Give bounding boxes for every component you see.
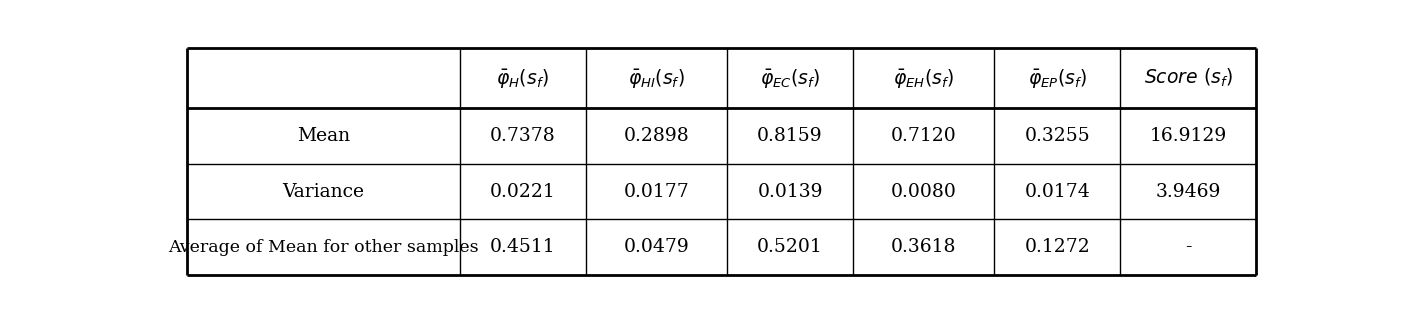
Text: -: - [1186,238,1191,256]
Text: 0.0479: 0.0479 [624,238,690,256]
Text: 0.0080: 0.0080 [891,183,956,201]
Text: $\bar{\varphi}_{H}(s_f)$: $\bar{\varphi}_{H}(s_f)$ [496,67,549,90]
Text: 0.5201: 0.5201 [758,238,822,256]
Text: 0.7378: 0.7378 [490,127,556,145]
Text: Variance: Variance [282,183,365,201]
Text: 16.9129: 16.9129 [1150,127,1226,145]
Text: $\mathit{Score}\ (s_f)$: $\mathit{Score}\ (s_f)$ [1143,67,1233,90]
Text: 0.2898: 0.2898 [624,127,690,145]
Text: Average of Mean for other samples: Average of Mean for other samples [168,239,479,256]
Text: 0.3618: 0.3618 [891,238,956,256]
Text: 0.0174: 0.0174 [1025,183,1090,201]
Text: $\bar{\varphi}_{EP}(s_f)$: $\bar{\varphi}_{EP}(s_f)$ [1028,67,1087,90]
Text: 0.8159: 0.8159 [758,127,822,145]
Text: 0.3255: 0.3255 [1025,127,1090,145]
Text: $\bar{\varphi}_{EH}(s_f)$: $\bar{\varphi}_{EH}(s_f)$ [893,67,955,90]
Text: 0.4511: 0.4511 [490,238,556,256]
Text: 0.0177: 0.0177 [624,183,690,201]
Text: 0.1272: 0.1272 [1025,238,1090,256]
Text: 0.0139: 0.0139 [758,183,822,201]
Text: Mean: Mean [297,127,349,145]
Text: 3.9469: 3.9469 [1156,183,1221,201]
Text: $\bar{\varphi}_{EC}(s_f)$: $\bar{\varphi}_{EC}(s_f)$ [760,67,821,90]
Text: 0.0221: 0.0221 [490,183,556,201]
Text: $\bar{\varphi}_{HI}(s_f)$: $\bar{\varphi}_{HI}(s_f)$ [628,67,684,90]
Text: 0.7120: 0.7120 [891,127,956,145]
